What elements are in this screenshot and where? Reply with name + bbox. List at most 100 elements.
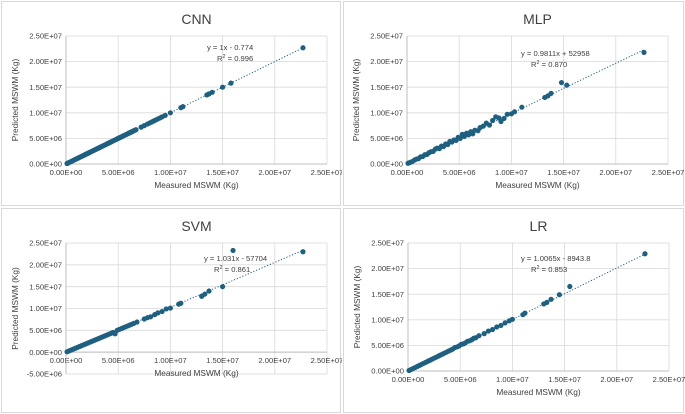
trendline-equation: y = 1.0065x - 8943.8 <box>521 254 590 263</box>
r-squared-label: R2 = 0.853 <box>531 265 567 274</box>
scatter-chart-lr: LR 0.00E+00 5.00E+06 1.00E+07 1.50E+07 2.00E+… <box>352 218 685 397</box>
x-tick-label: 5.00E+06 <box>443 168 476 177</box>
data-point <box>567 283 573 290</box>
trendline <box>406 49 645 165</box>
data-point <box>504 111 510 117</box>
x-tick-label: 2.50E+07 <box>652 168 685 177</box>
r-squared-label: R2 = 0.870 <box>531 60 567 69</box>
trendline-equation: y = 1x - 0.774 <box>207 43 253 52</box>
y-tick-label: 2.50E+07 <box>29 32 62 41</box>
y-tick-label: 1.00E+07 <box>370 108 403 117</box>
x-axis-title: Measured MSWM (Kg) <box>154 180 239 190</box>
x-axis-title: Measured MSWM (Kg) <box>496 387 581 397</box>
data-point <box>558 79 565 86</box>
trendline-equation: y = 0.9811x + 52958 <box>521 49 590 58</box>
data-point <box>564 82 570 88</box>
y-tick-label: 1.00E+07 <box>29 304 62 313</box>
data-point <box>501 115 507 122</box>
scatter-chart-svm: SVM -5.00E+06 0.00E+00 5.00E+06 1.00E+07 1.50… <box>10 218 342 379</box>
x-tick-label: 2.00E+07 <box>599 168 632 177</box>
data-point <box>220 84 226 90</box>
y-tick-label: 2.00E+07 <box>371 264 404 273</box>
x-tick-label: 1.00E+07 <box>495 168 528 177</box>
data-point <box>167 110 173 116</box>
data-point <box>502 320 508 326</box>
data-point <box>519 104 525 110</box>
data-point <box>220 284 226 290</box>
data-point <box>486 122 493 128</box>
y-axis-title: Predicted MSWM (Kg) <box>10 59 20 142</box>
x-tick-label: 2.00E+07 <box>600 375 633 384</box>
chart-title: MLP <box>523 11 552 27</box>
data-point <box>544 299 550 305</box>
data-point <box>133 127 139 133</box>
y-tick-label: 1.50E+07 <box>29 83 62 92</box>
x-tick-label: 0.00E+00 <box>392 375 425 384</box>
data-point <box>548 296 554 302</box>
x-tick-label: 1.50E+07 <box>547 168 580 177</box>
data-point <box>481 331 487 337</box>
data-point <box>498 322 504 329</box>
data-point <box>134 319 140 325</box>
chart-title: SVM <box>181 218 211 234</box>
data-point <box>511 109 518 115</box>
x-tick-label: 1.00E+07 <box>154 356 187 365</box>
y-tick-label: 1.50E+07 <box>370 83 403 92</box>
r-squared-label: R2 = 0.861 <box>214 265 250 274</box>
trendline-equation: y = 1.031x - 57704 <box>204 254 267 263</box>
x-tick-label: 1.00E+07 <box>154 168 187 177</box>
x-tick-label: 5.00E+06 <box>102 168 135 177</box>
data-point <box>228 80 234 86</box>
x-tick-label: 2.50E+07 <box>311 168 342 177</box>
x-axis-title: Measured MSWM (Kg) <box>495 180 580 190</box>
y-tick-label: 2.50E+07 <box>371 239 404 248</box>
y-axis-title: Predicted MSWM (Kg) <box>352 266 362 349</box>
chart-panel-lr: LR 0.00E+00 5.00E+06 1.00E+07 1.50E+07 2.00E+… <box>343 208 685 413</box>
data-point <box>490 117 496 124</box>
y-tick-label: 1.00E+07 <box>371 315 404 324</box>
data-point <box>457 135 463 141</box>
data-point <box>509 316 515 322</box>
y-tick-label: 2.00E+07 <box>29 260 62 269</box>
data-point <box>167 305 173 311</box>
y-tick-label: 5.00E+06 <box>29 134 62 143</box>
x-tick-label: 1.50E+07 <box>548 375 581 384</box>
data-point <box>202 291 208 297</box>
x-tick-label: 0.00E+00 <box>391 168 424 177</box>
y-tick-label: 5.00E+06 <box>29 326 62 335</box>
r-squared-label: R2 = 0.996 <box>217 54 253 63</box>
data-point <box>485 328 491 334</box>
y-tick-label: -5.00E+06 <box>27 370 62 379</box>
data-point <box>300 249 306 255</box>
y-tick-label: 1.50E+07 <box>371 290 404 299</box>
chart-panel-cnn: CNN 0.00E+00 5.00E+06 1.00E+07 1.50E+07 2.00E… <box>1 1 342 206</box>
scatter-chart-cnn: CNN 0.00E+00 5.00E+06 1.00E+07 1.50E+07 2.00E… <box>10 11 342 190</box>
data-point <box>548 90 554 96</box>
data-point <box>230 247 236 254</box>
chart-title: LR <box>530 218 548 234</box>
y-tick-label: 0.00E+00 <box>29 160 62 169</box>
y-tick-label: 2.00E+07 <box>29 57 62 66</box>
data-point <box>206 288 212 294</box>
data-point <box>209 89 215 95</box>
data-point <box>178 300 184 306</box>
x-tick-label: 1.50E+07 <box>206 168 239 177</box>
data-point <box>494 324 500 330</box>
x-tick-label: 2.00E+07 <box>258 356 291 365</box>
data-point <box>641 49 647 55</box>
x-tick-label: 2.50E+07 <box>311 356 342 365</box>
y-axis-title: Predicted MSWM (Kg) <box>10 267 20 350</box>
y-tick-label: 5.00E+06 <box>370 134 403 143</box>
data-point <box>155 310 161 316</box>
data-point <box>489 326 496 333</box>
x-tick-label: 5.00E+06 <box>444 375 477 384</box>
y-tick-label: 1.00E+07 <box>29 108 62 117</box>
x-axis-title: Measured MSWM (Kg) <box>154 368 239 378</box>
y-tick-label: 0.00E+00 <box>371 367 404 376</box>
chart-title: CNN <box>181 11 211 27</box>
data-point <box>522 310 528 316</box>
y-tick-label: 2.50E+07 <box>370 32 403 41</box>
data-point <box>300 45 306 51</box>
data-point <box>159 308 165 315</box>
scatter-chart-mlp: MLP 0.00E+00 5.00E+06 1.00E+07 1.50E+07 2.00E… <box>351 11 685 190</box>
